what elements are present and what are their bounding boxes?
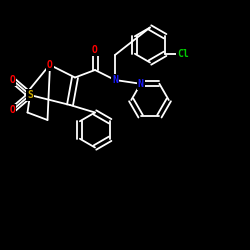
Text: O: O [92,45,98,55]
Text: N: N [112,75,118,85]
Text: S: S [27,90,33,100]
Text: N: N [138,79,143,89]
Text: O: O [10,75,16,85]
Text: O: O [10,105,16,115]
Text: O: O [47,60,53,70]
Text: Cl: Cl [177,49,188,59]
